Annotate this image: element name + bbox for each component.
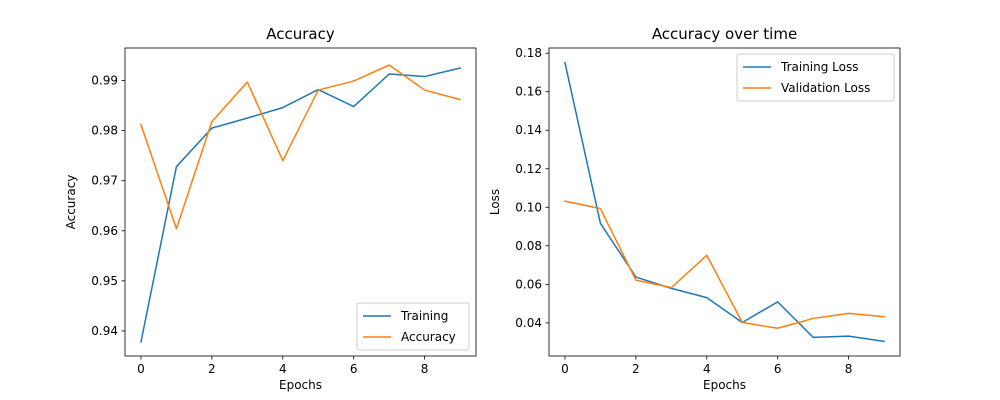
y-tick-label: 0.18: [515, 46, 542, 60]
legend-label-2: Validation Loss: [781, 81, 870, 95]
series-line-1: [140, 67, 461, 343]
x-axis-label: Epochs: [703, 378, 746, 392]
series-line-2: [139, 64, 461, 230]
x-axis-label: Epochs: [279, 378, 322, 392]
chart-title: Accuracy over time: [652, 25, 797, 43]
y-tick-label: 0.04: [515, 316, 542, 330]
x-tick-label: 6: [350, 362, 358, 376]
y-tick-label: 0.10: [515, 200, 542, 214]
y-tick-label: 0.14: [515, 123, 542, 137]
legend-box: [356, 302, 470, 351]
x-tick-label: 4: [279, 362, 287, 376]
legend-label-1: Training: [400, 309, 448, 323]
x-tick-label: 2: [632, 362, 640, 376]
plot-frame: [124, 47, 477, 357]
y-tick-label: 0.16: [515, 85, 542, 99]
y-tick-label: 0.94: [91, 324, 118, 338]
legend-box: [736, 53, 895, 102]
y-axis-label: Accuracy: [64, 175, 78, 230]
plot-frame: [548, 47, 901, 357]
y-tick-label: 0.97: [91, 174, 118, 188]
y-tick-label: 0.96: [91, 224, 118, 238]
y-tick-label: 0.08: [515, 239, 542, 253]
legend-label-2: Accuracy: [401, 330, 456, 344]
x-tick-label: 6: [774, 362, 782, 376]
chart-title: Accuracy: [266, 25, 335, 43]
series-line-2: [564, 200, 885, 330]
loss-chart: 0 2 4 6 8 0.04 0.06 0.08 0.10 0.12 0.14 0.16 0.18 Acc…: [488, 25, 901, 392]
x-tick-label: 0: [137, 362, 145, 376]
y-tick-label: 0.98: [91, 124, 118, 138]
x-tick-label: 4: [703, 362, 711, 376]
y-tick-label: 0.99: [91, 74, 118, 88]
legend: Training Accuracy: [356, 302, 470, 351]
x-tick-label: 8: [845, 362, 853, 376]
y-axis-label: Loss: [488, 189, 502, 215]
x-tick-label: 2: [208, 362, 216, 376]
y-tick-label: 0.12: [515, 162, 542, 176]
legend-label-1: Training Loss: [780, 60, 858, 74]
x-tick-label: 0: [561, 362, 569, 376]
x-tick-label: 8: [421, 362, 429, 376]
accuracy-chart: 0 2 4 6 8 0.94 0.95 0.96 0.97 0.98 0.99 Accuracy Epo…: [64, 25, 477, 392]
y-tick-label: 0.06: [515, 277, 542, 291]
y-tick-label: 0.95: [91, 274, 118, 288]
legend: Training Loss Validation Loss: [736, 53, 895, 102]
series-line-1: [564, 61, 885, 343]
